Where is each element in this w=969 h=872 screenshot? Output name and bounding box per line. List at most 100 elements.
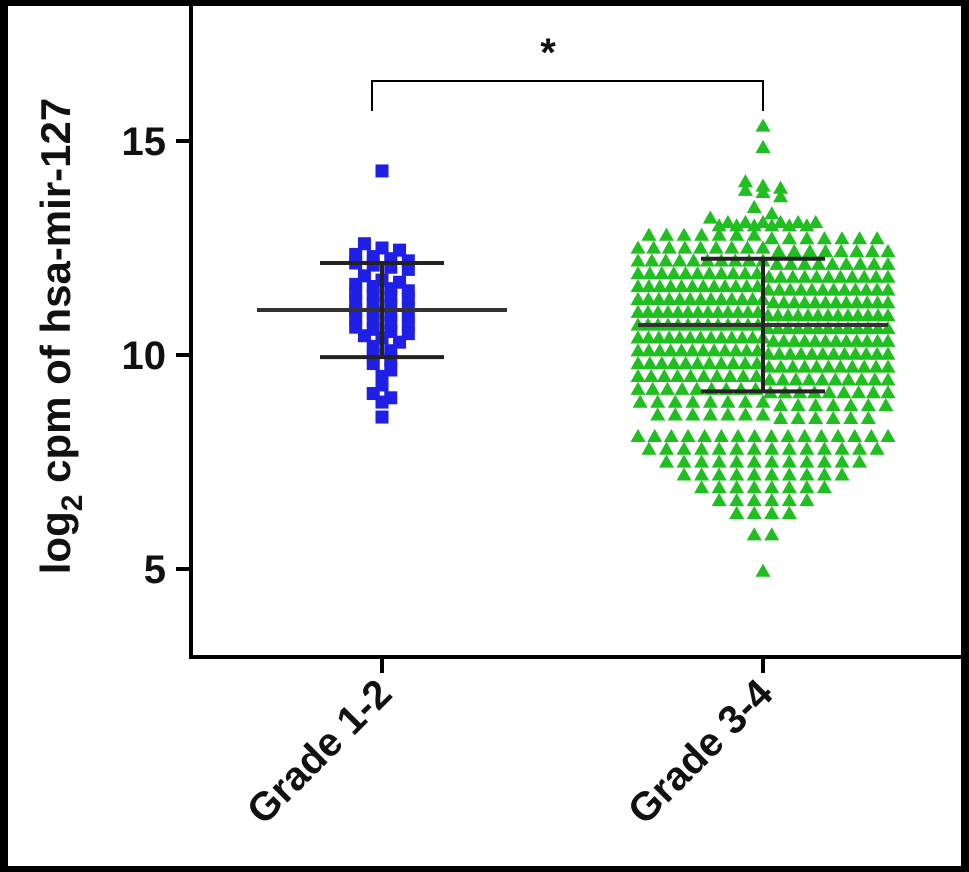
grade-3-4-point [880, 385, 896, 399]
grade-3-4-point [880, 333, 896, 347]
grade-3-4-point [832, 359, 848, 373]
grade-3-4-point [761, 269, 777, 283]
grade-3-4-point [746, 218, 762, 232]
grade-3-4-point [764, 467, 780, 481]
grade-3-4-point [711, 441, 727, 455]
y-tick-label-5: 5 [144, 548, 166, 592]
grade-3-4-point [816, 231, 832, 245]
grade-3-4-point [783, 256, 799, 270]
grade-3-4-point [880, 320, 896, 335]
grade-3-4-point [717, 279, 733, 293]
grade-3-4-point [724, 240, 740, 254]
grade-3-4-point [711, 218, 727, 232]
grade-3-4-point [684, 279, 700, 293]
grade-3-4-point [771, 243, 787, 258]
grade-3-4-point [674, 381, 690, 395]
grade-3-4-point [764, 206, 780, 220]
grade-3-4-point [799, 467, 815, 481]
grade-3-4-point [820, 308, 836, 322]
grade-1-2-point [401, 262, 415, 276]
grade-3-4-point [786, 295, 802, 309]
grade-3-4-point [711, 454, 727, 468]
grade-3-4-point [802, 243, 818, 258]
grade-3-4-point [849, 333, 865, 347]
grade-1-2-point [375, 164, 389, 178]
grade-3-4-point [641, 227, 657, 241]
grade-3-4-point [775, 372, 791, 386]
grade-3-4-point [847, 428, 863, 442]
grade-3-4-point [713, 428, 729, 442]
grade-3-4-point [816, 480, 832, 494]
grade-3-4-point [630, 304, 646, 318]
grade-3-4-point [630, 291, 646, 305]
grade-3-4-point [682, 291, 698, 305]
grade-3-4-point [764, 454, 780, 468]
grade-3-4-point [870, 295, 886, 309]
grade-3-4-point [729, 454, 745, 468]
grade-3-4-point [764, 441, 780, 455]
grade-3-4-point [797, 428, 813, 442]
grade-3-4-point [830, 308, 846, 322]
grade-3-4-point [849, 295, 865, 309]
grade-3-4-point [711, 467, 727, 481]
grade-3-4-point [701, 266, 717, 280]
grade-3-4-point [781, 480, 797, 494]
grade-3-4-point [810, 320, 826, 335]
grade-3-4-point [809, 359, 825, 373]
grade-3-4-point [843, 410, 859, 424]
grade-3-4-point [781, 218, 797, 232]
grade-3-4-point [656, 368, 672, 383]
grade-3-4-point [678, 356, 694, 370]
y-tick-label-10: 10 [122, 334, 167, 378]
summary-statistics [257, 256, 888, 394]
grade-3-4-point [808, 398, 824, 412]
grade-3-4-point [782, 282, 798, 296]
grade-3-4-point [834, 454, 850, 468]
grade-3-4-point [859, 295, 875, 309]
grade-3-4-point [841, 372, 857, 386]
grade-3-4-point [847, 346, 863, 360]
grade-3-4-point [764, 493, 780, 507]
grade-3-4-point [799, 441, 815, 455]
grade-3-4-point [834, 231, 850, 245]
grade-3-4-point [860, 410, 876, 424]
grade-3-4-point [740, 304, 756, 318]
grade-3-4-point [834, 467, 850, 481]
grade-3-4-point [717, 343, 733, 357]
grade-3-4-point [755, 563, 771, 577]
grade-3-4-point [826, 282, 842, 296]
grade-3-4-point [694, 480, 710, 494]
grade-3-4-point [734, 330, 750, 344]
grade-3-4-point [701, 356, 717, 370]
grade-3-4-point [682, 330, 698, 344]
grade-3-4-point [764, 480, 780, 494]
grade-3-4-point [818, 333, 833, 347]
grade-3-4-point [703, 330, 719, 344]
grade-3-4-point [640, 330, 656, 344]
grade-3-4-point [773, 410, 789, 424]
grade-3-4-point [746, 480, 762, 494]
grade-3-4-point [825, 398, 841, 412]
grade-3-4-point [818, 243, 833, 258]
grade-3-4-point [880, 346, 896, 360]
grade-3-4-point [737, 214, 753, 228]
grade-3-4-point [840, 320, 856, 335]
grade-3-4-point [729, 493, 745, 507]
scatter-chart: 5 10 15 log2 cpm of hsa-mir-127 * Grade 1-… [32, 6, 961, 833]
grade-3-4-point [844, 359, 860, 373]
grade-3-4-point [869, 282, 885, 296]
grade-3-4-point [694, 467, 710, 481]
grade-3-4-point [713, 291, 729, 305]
grade-3-4-point [739, 279, 755, 293]
grade-3-4-point [667, 407, 683, 421]
grade-3-4-point [646, 240, 662, 254]
grade-3-4-point [781, 231, 797, 245]
grade-3-4-point [818, 295, 833, 309]
grade-3-4-point [661, 291, 677, 305]
grade-3-4-point [630, 381, 646, 395]
grade-3-4-point [771, 282, 787, 296]
grade-3-4-point [838, 295, 854, 309]
grade-3-4-point [860, 398, 876, 412]
grade-3-4-point [755, 394, 771, 408]
grade-3-4-point [837, 346, 853, 360]
